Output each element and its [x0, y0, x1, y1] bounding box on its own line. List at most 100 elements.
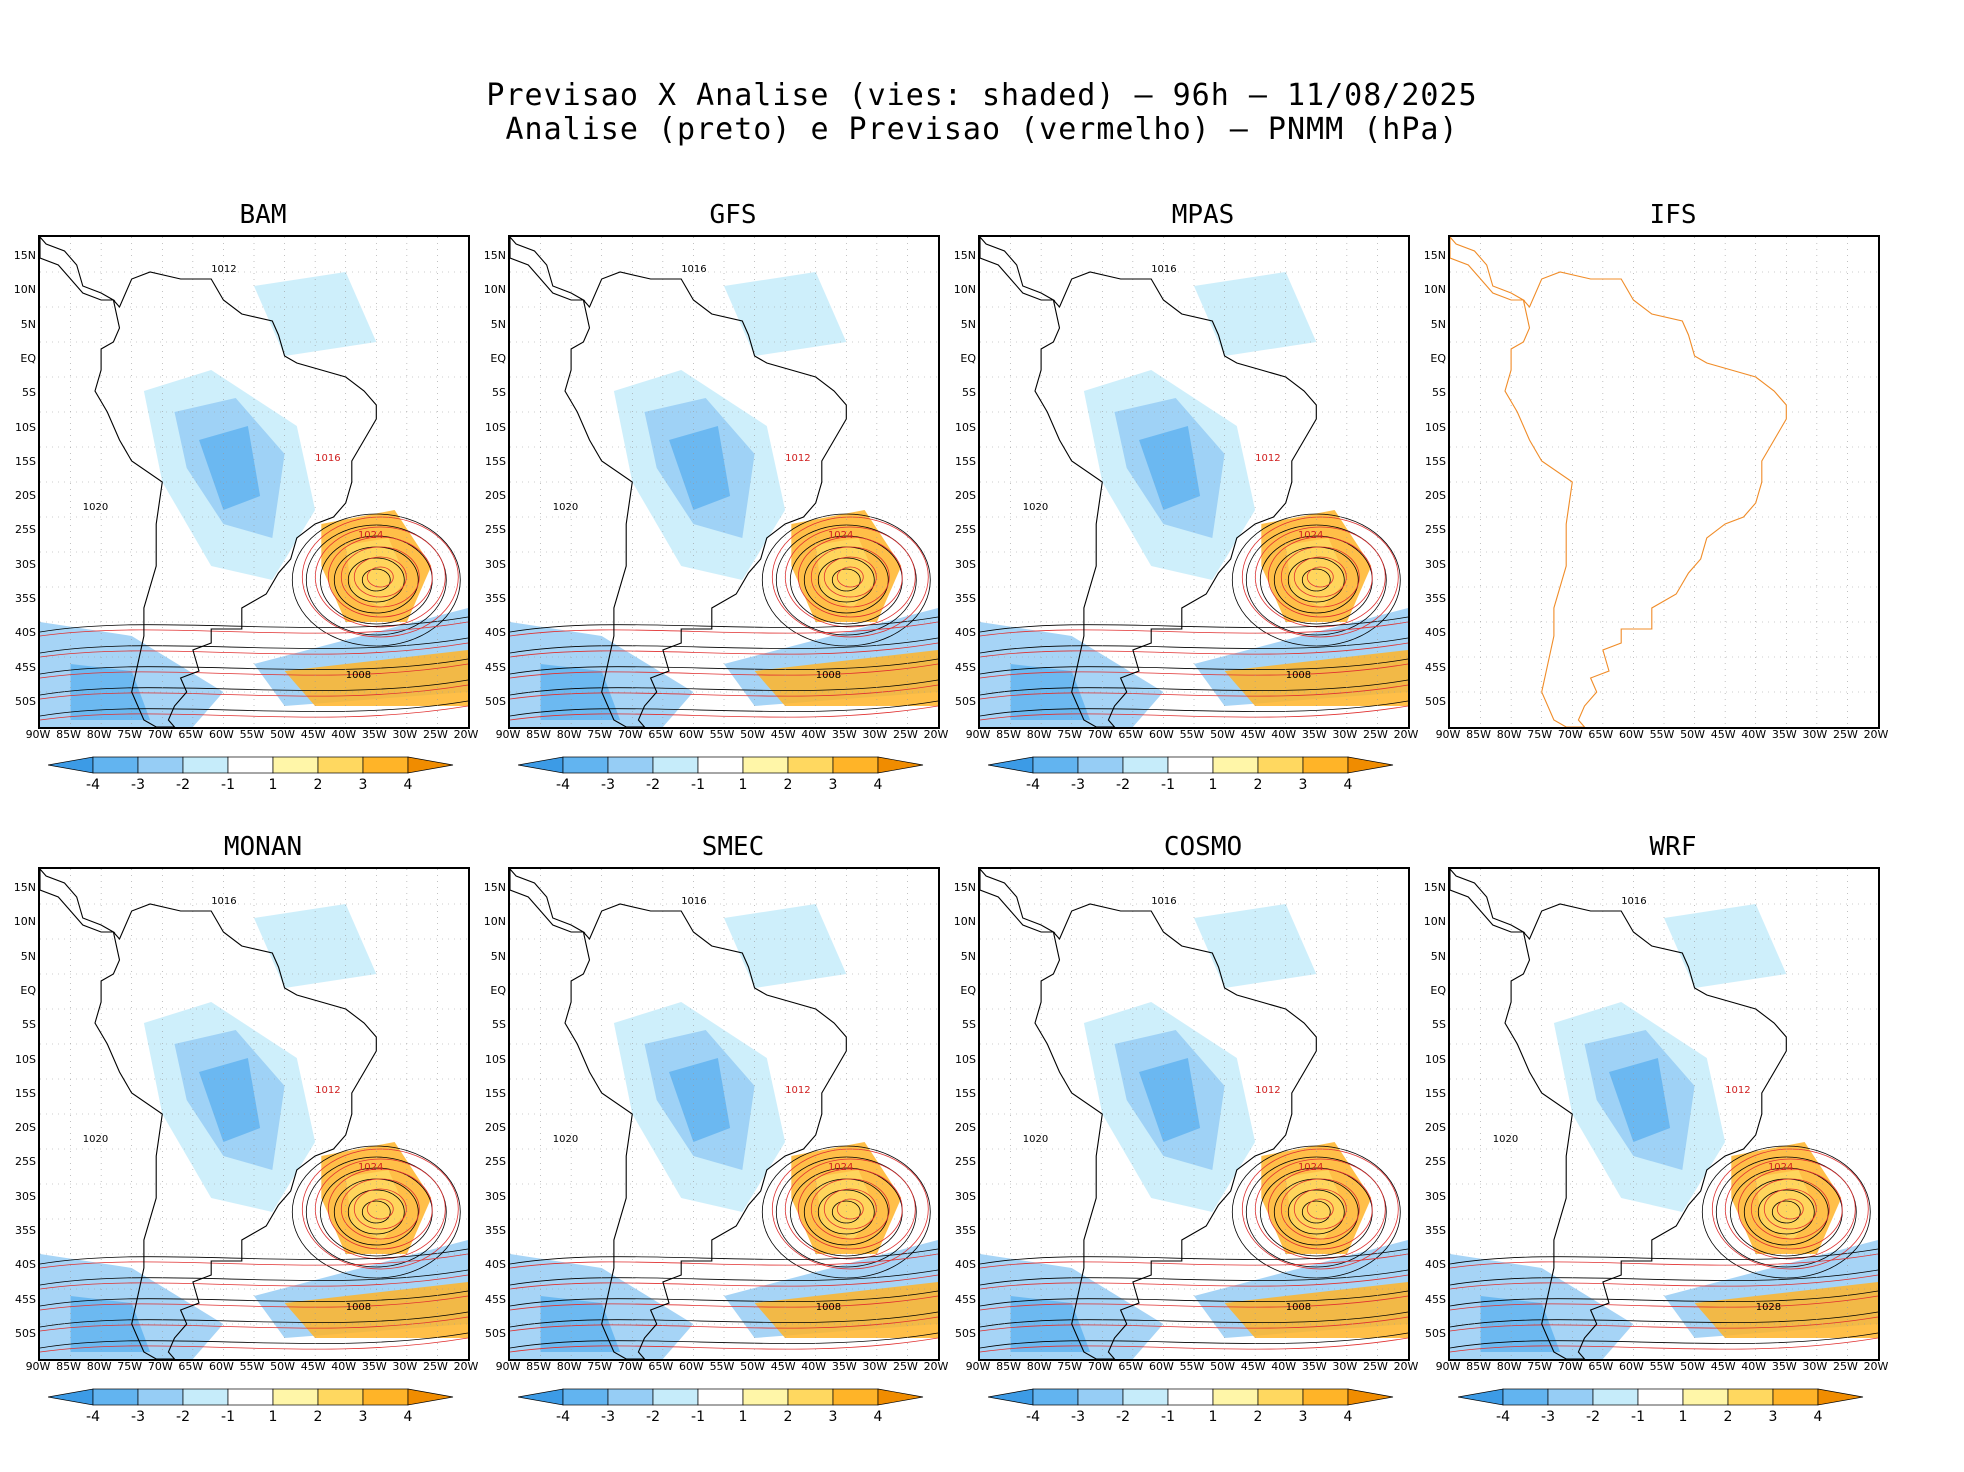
lon-tick-label: 30W: [1332, 1360, 1358, 1373]
lon-tick-label: 55W: [1649, 728, 1675, 741]
isobar-forecast: [366, 566, 394, 588]
colorbar-swatch: [362, 756, 409, 774]
isobar-label: 1008: [346, 670, 371, 681]
isobar-analysis: [980, 637, 1408, 654]
lon-tick-label: 90W: [965, 1360, 991, 1373]
isobar-forecast: [327, 1168, 433, 1250]
map-svg: 1016 1012 1020 1024 1008: [510, 869, 938, 1359]
lon-tick-label: 35W: [1771, 1360, 1797, 1373]
colorbar-label: -3: [131, 1409, 145, 1425]
isobar-label: 1008: [346, 1302, 371, 1313]
isobar-analysis: [347, 1189, 405, 1235]
isobar-forecast: [823, 1188, 877, 1230]
bias-shade-negative: [724, 904, 847, 988]
lon-tick-label: 50W: [1680, 1360, 1705, 1373]
isobar-analysis: [40, 637, 468, 654]
colorbar-swatch: [272, 756, 319, 774]
lat-tick-label: EQ: [960, 351, 976, 365]
lat-tick-label: 5N: [1430, 949, 1446, 963]
lat-tick-label: 50S: [1425, 1326, 1446, 1340]
lat-tick-label: 10N: [953, 915, 976, 929]
isobar-forecast: [1450, 1295, 1878, 1311]
isobar-forecast: [40, 1274, 468, 1290]
lat-tick-label: 35S: [955, 1224, 976, 1237]
lon-tick-label: 25W: [892, 1360, 918, 1373]
isobar-label: 1020: [1493, 1134, 1518, 1145]
panel-cosmo: COSMO 1016 1012 1020 1024 1008 15N 10N 5N EQ 5S 10S…: [954, 832, 1438, 1472]
bias-shade-negative: [1194, 904, 1317, 988]
colorbar-swatch: [317, 756, 364, 774]
lat-tick-label: 30S: [15, 557, 36, 571]
panel-bam: BAM 1012 1016 1020 1024 1008 15N 10N 5N EQ 5S 10S 15…: [14, 200, 498, 840]
lon-tick-label: 30W: [392, 728, 418, 741]
isobar-forecast: [1306, 1198, 1334, 1220]
lon-tick-label: 25W: [422, 728, 448, 741]
colorbar-label: 4: [1343, 777, 1353, 793]
colorbar-label: -3: [601, 777, 615, 793]
colorbar-swatch: [1212, 756, 1259, 774]
isobar-label: 1024: [828, 1162, 853, 1173]
isobar-analysis: [1231, 513, 1401, 647]
isobar-label: 1016: [211, 896, 236, 907]
lat-tick-label: 5S: [962, 1018, 976, 1032]
colorbar-label: -3: [1071, 1409, 1085, 1425]
lat-tick-label: 45S: [955, 660, 976, 674]
isobar-forecast: [510, 1295, 938, 1311]
coastline-south-america: [1504, 271, 1787, 727]
lon-tick-label: 40W: [331, 1360, 357, 1373]
colorbar-label: -3: [601, 1409, 615, 1425]
lon-tick-label: 20W: [923, 1360, 949, 1373]
map-svg: 1016 1012 1020 1024 1008: [980, 869, 1408, 1359]
isobar-analysis: [817, 557, 875, 603]
isobar-label: 1012: [211, 264, 236, 275]
lat-tick-label: 35S: [485, 592, 506, 605]
lon-tick-label: 40W: [331, 728, 357, 741]
lat-tick-label: 10S: [15, 420, 36, 434]
isobar-forecast: [40, 663, 468, 679]
lat-tick-label: 15S: [1425, 454, 1446, 468]
lon-tick-label: 75W: [587, 728, 613, 741]
isobar-label: 1024: [1298, 530, 1323, 541]
lat-tick-label: 20S: [15, 1121, 36, 1135]
lat-tick-label: 30S: [485, 557, 506, 571]
lon-tick-label: 25W: [1362, 1360, 1388, 1373]
isobar-forecast: [327, 536, 433, 618]
isobar-forecast: [1450, 1316, 1878, 1332]
isobar-forecast: [301, 516, 459, 638]
lat-tick-label: 15N: [953, 249, 976, 262]
isobar-analysis: [40, 700, 468, 717]
lat-tick-label: 10N: [1423, 915, 1446, 929]
lon-tick-label: 30W: [1802, 1360, 1828, 1373]
lon-tick-label: 25W: [1832, 1360, 1858, 1373]
isobar-analysis: [980, 679, 1408, 696]
lat-tick-label: 45S: [1425, 1292, 1446, 1306]
lat-tick-label: 40S: [1425, 626, 1446, 640]
lat-tick-label: 5N: [20, 317, 36, 331]
colorbar-label: 3: [828, 777, 838, 793]
lon-tick-label: 65W: [1588, 728, 1614, 741]
colorbar-swatch: [1212, 1388, 1259, 1406]
lon-tick-label: 20W: [453, 1360, 479, 1373]
isobar-analysis: [510, 679, 938, 696]
coastline-south-america: [1504, 903, 1787, 1359]
isobar-forecast: [510, 663, 938, 679]
colorbar-swatch: [407, 756, 454, 774]
lon-tick-label: 50W: [1680, 728, 1705, 741]
colorbar-label: 4: [873, 1409, 883, 1425]
isobar-forecast: [40, 705, 468, 721]
lat-tick-label: 25S: [1425, 1155, 1446, 1169]
isobar-analysis: [510, 658, 938, 675]
lon-tick-label: 40W: [1741, 1360, 1767, 1373]
lat-tick-label: 35S: [1425, 1224, 1446, 1237]
lat-tick-label: 5N: [1430, 317, 1446, 331]
isobar-forecast: [980, 1274, 1408, 1290]
lat-tick-label: 20S: [485, 1121, 506, 1135]
colorbar-swatch: [517, 1388, 564, 1406]
lon-tick-label: 80W: [1026, 728, 1052, 741]
bias-shade-negative: [540, 1296, 621, 1352]
lon-tick-label: 80W: [1496, 728, 1522, 741]
lon-tick-label: 70W: [147, 728, 173, 741]
colorbar-swatch: [1122, 1388, 1169, 1406]
lat-tick-label: 15N: [483, 249, 506, 262]
isobar-analysis: [1287, 1189, 1345, 1235]
